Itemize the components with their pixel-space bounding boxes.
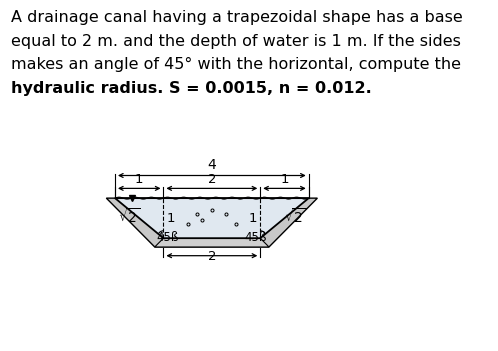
Text: 1: 1 [249, 212, 257, 225]
Text: 2: 2 [208, 173, 216, 186]
Text: makes an angle of 45° with the horizontal, compute the: makes an angle of 45° with the horizonta… [10, 58, 461, 72]
Text: 1: 1 [135, 173, 143, 186]
Text: hydraulic radius. S = 0.0015, n = 0.012.: hydraulic radius. S = 0.0015, n = 0.012. [10, 81, 372, 96]
Text: $\sqrt{2}$: $\sqrt{2}$ [118, 207, 140, 226]
Text: 4: 4 [208, 158, 216, 172]
Text: 45ß: 45ß [157, 231, 179, 244]
Polygon shape [107, 198, 317, 247]
Polygon shape [115, 198, 309, 238]
Text: equal to 2 m. and the depth of water is 1 m. If the sides: equal to 2 m. and the depth of water is … [10, 34, 461, 49]
Text: A drainage canal having a trapezoidal shape has a base: A drainage canal having a trapezoidal sh… [10, 10, 463, 25]
Polygon shape [155, 238, 269, 247]
Text: 45ß: 45ß [245, 231, 267, 244]
Text: 1: 1 [167, 212, 175, 225]
Text: 1: 1 [280, 173, 289, 186]
Text: 2: 2 [208, 250, 216, 263]
Polygon shape [115, 198, 309, 238]
Text: $\sqrt{2}$: $\sqrt{2}$ [284, 207, 306, 226]
